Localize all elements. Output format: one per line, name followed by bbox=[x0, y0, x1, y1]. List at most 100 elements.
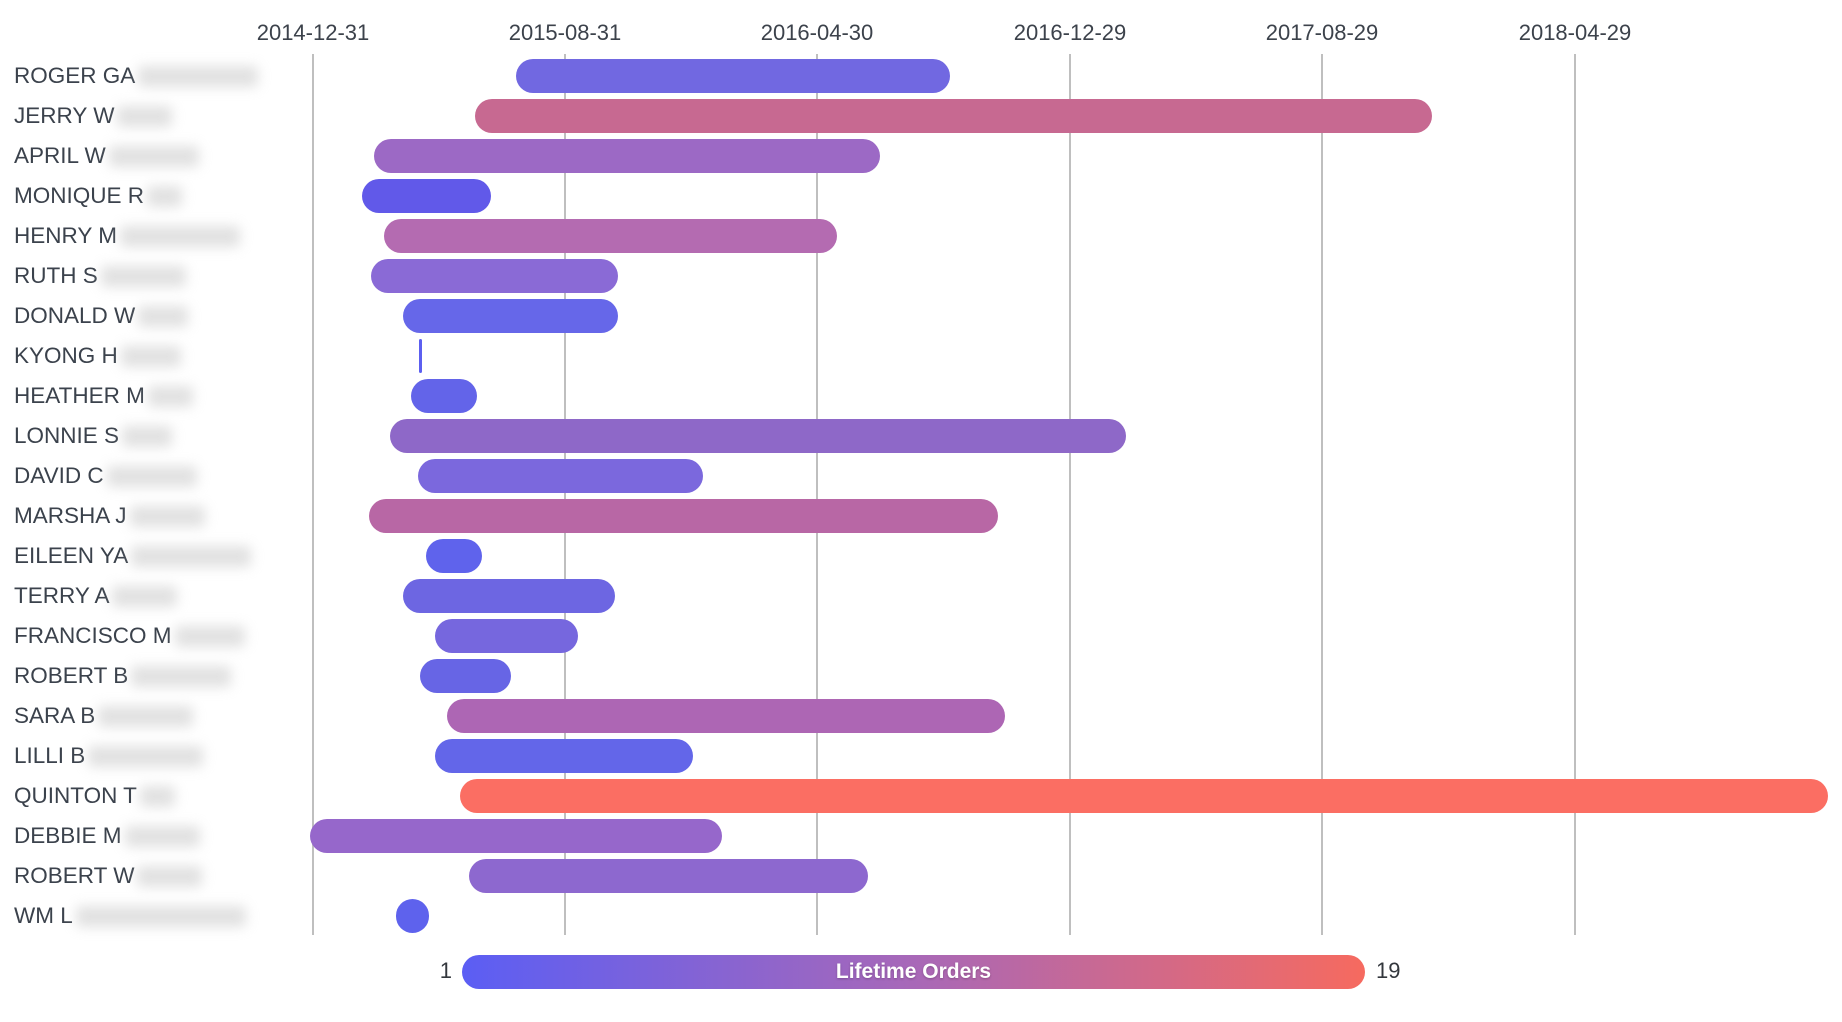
timeline-bar[interactable] bbox=[374, 139, 880, 173]
row-label: LILLI B bbox=[14, 740, 204, 772]
legend-gradient-bar: Lifetime Orders bbox=[462, 955, 1365, 989]
legend-min-value: 1 bbox=[439, 958, 452, 983]
row-label: QUINTON T bbox=[14, 780, 175, 812]
redacted-name-blur bbox=[137, 865, 203, 887]
axis-tick-label: 2018-04-29 bbox=[1518, 20, 1632, 45]
timeline-bar[interactable] bbox=[426, 539, 482, 573]
row-label: TERRY A bbox=[14, 580, 178, 612]
customer-name: MARSHA J bbox=[14, 503, 127, 528]
customer-name: WM L bbox=[14, 903, 73, 928]
row-label: ROBERT W bbox=[14, 860, 203, 892]
redacted-name-blur bbox=[139, 785, 175, 807]
gridline bbox=[1321, 54, 1323, 935]
redacted-name-blur bbox=[108, 145, 199, 167]
customer-name: DAVID C bbox=[14, 463, 104, 488]
legend-max-value: 19 bbox=[1376, 958, 1401, 983]
customer-name: ROBERT W bbox=[14, 863, 135, 888]
timeline-bar[interactable] bbox=[469, 859, 868, 893]
redacted-name-blur bbox=[88, 745, 204, 767]
row-label: ROGER GA bbox=[14, 60, 259, 92]
gridline bbox=[1069, 54, 1071, 935]
timeline-bar[interactable] bbox=[384, 219, 837, 253]
row-label: MARSHA J bbox=[14, 500, 205, 532]
customer-name: JERRY W bbox=[14, 103, 115, 128]
row-label: RUTH S bbox=[14, 260, 186, 292]
redacted-name-blur bbox=[138, 65, 259, 87]
customer-name: KYONG H bbox=[14, 343, 118, 368]
customer-name: DONALD W bbox=[14, 303, 136, 328]
customer-name: SARA B bbox=[14, 703, 96, 728]
redacted-name-blur bbox=[112, 585, 178, 607]
redacted-name-blur bbox=[147, 185, 183, 207]
timeline-bar[interactable] bbox=[460, 779, 1828, 813]
redacted-name-blur bbox=[124, 825, 200, 847]
redacted-name-blur bbox=[98, 705, 194, 727]
timeline-bar[interactable] bbox=[435, 739, 693, 773]
row-label: ROBERT B bbox=[14, 660, 232, 692]
redacted-name-blur bbox=[129, 505, 205, 527]
legend-title: Lifetime Orders bbox=[835, 960, 992, 983]
timeline-bar[interactable] bbox=[403, 579, 615, 613]
axis-tick-label: 2014-12-31 bbox=[256, 20, 370, 45]
axis-tick-label: 2016-12-29 bbox=[1013, 20, 1127, 45]
timeline-bar[interactable] bbox=[447, 699, 1005, 733]
customer-name: QUINTON T bbox=[14, 783, 137, 808]
timeline-bar[interactable] bbox=[390, 419, 1126, 453]
gridline bbox=[816, 54, 818, 935]
customer-name: RUTH S bbox=[14, 263, 98, 288]
customer-name: FRANCISCO M bbox=[14, 623, 172, 648]
customer-name: HENRY M bbox=[14, 223, 117, 248]
timeline-bar[interactable] bbox=[475, 99, 1432, 133]
customer-name: TERRY A bbox=[14, 583, 110, 608]
timeline-bar[interactable] bbox=[419, 339, 422, 373]
row-label: WM L bbox=[14, 900, 246, 932]
row-label: DEBBIE M bbox=[14, 820, 200, 852]
customer-name: DEBBIE M bbox=[14, 823, 122, 848]
redacted-name-blur bbox=[119, 225, 240, 247]
customer-name: ROGER GA bbox=[14, 63, 136, 88]
row-label: KYONG H bbox=[14, 340, 181, 372]
row-label: DAVID C bbox=[14, 460, 197, 492]
row-label: LONNIE S bbox=[14, 420, 173, 452]
row-label: HENRY M bbox=[14, 220, 240, 252]
customer-name: ROBERT B bbox=[14, 663, 129, 688]
redacted-name-blur bbox=[131, 545, 252, 567]
row-label: DONALD W bbox=[14, 300, 189, 332]
row-label: JERRY W bbox=[14, 100, 173, 132]
customer-name: EILEEN YA bbox=[14, 543, 129, 568]
timeline-bar[interactable] bbox=[310, 819, 722, 853]
redacted-name-blur bbox=[75, 905, 246, 927]
timeline-bar[interactable] bbox=[371, 259, 618, 293]
timeline-bar[interactable] bbox=[396, 899, 429, 933]
gridline bbox=[312, 54, 314, 935]
timeline-bar[interactable] bbox=[420, 659, 511, 693]
row-label: SARA B bbox=[14, 700, 194, 732]
redacted-name-blur bbox=[131, 665, 232, 687]
timeline-bar[interactable] bbox=[516, 59, 950, 93]
gridline bbox=[564, 54, 566, 935]
timeline-bar[interactable] bbox=[403, 299, 618, 333]
redacted-name-blur bbox=[174, 625, 245, 647]
axis-tick-label: 2017-08-29 bbox=[1265, 20, 1379, 45]
customer-name: HEATHER M bbox=[14, 383, 145, 408]
timeline-bar[interactable] bbox=[418, 459, 703, 493]
redacted-name-blur bbox=[138, 305, 189, 327]
customer-name: MONIQUE R bbox=[14, 183, 145, 208]
customer-name: LONNIE S bbox=[14, 423, 120, 448]
axis-tick-label: 2015-08-31 bbox=[508, 20, 622, 45]
row-label: MONIQUE R bbox=[14, 180, 183, 212]
customer-name: LILLI B bbox=[14, 743, 86, 768]
timeline-bar[interactable] bbox=[435, 619, 578, 653]
timeline-bar[interactable] bbox=[411, 379, 477, 413]
gridline bbox=[1574, 54, 1576, 935]
row-label: FRANCISCO M bbox=[14, 620, 245, 652]
row-label: APRIL W bbox=[14, 140, 199, 172]
timeline-bar[interactable] bbox=[369, 499, 998, 533]
customer-name: APRIL W bbox=[14, 143, 106, 168]
redacted-name-blur bbox=[120, 345, 181, 367]
redacted-name-blur bbox=[106, 465, 197, 487]
redacted-name-blur bbox=[117, 105, 173, 127]
redacted-name-blur bbox=[147, 385, 193, 407]
timeline-bar[interactable] bbox=[362, 179, 491, 213]
